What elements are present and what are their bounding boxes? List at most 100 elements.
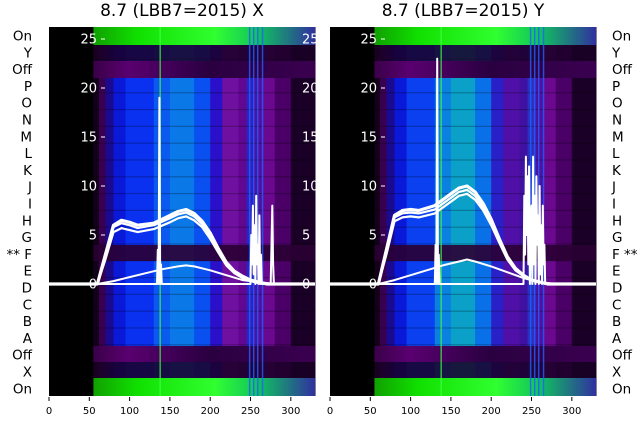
row-label: K [612, 163, 622, 179]
heatmap-column-15 [274, 27, 292, 396]
row-separator-6 [49, 142, 315, 144]
x-tick-label: 0 [46, 406, 52, 417]
y-tick-label: 15 [360, 131, 377, 146]
row-label: C [23, 297, 32, 313]
y-tick-label: 10 [80, 180, 97, 195]
heatmap-column-1 [93, 27, 100, 396]
row-separator-4 [49, 108, 315, 111]
f-row-band [49, 245, 315, 261]
on-band-top [93, 27, 315, 45]
row-separator-3 [49, 92, 315, 94]
row-separator-3 [330, 92, 596, 94]
row-label: Off [12, 348, 33, 364]
y-tick-label: 5 [89, 229, 97, 244]
y-tick-label-edge: 20 [302, 82, 319, 97]
row-label: P [24, 79, 32, 95]
row-separator-16 [49, 310, 315, 312]
heatmap-column-6 [434, 27, 452, 396]
row-separator-5 [49, 125, 315, 127]
x-tick-label: 200 [482, 406, 501, 417]
row-label: H [612, 213, 622, 229]
row-separator-5 [330, 125, 596, 127]
row-label: D [22, 281, 32, 297]
x-tick-label: 250 [241, 406, 260, 417]
heatmap-column-11 [238, 27, 247, 396]
row-label: L [24, 146, 32, 162]
row-separator-6 [330, 142, 596, 144]
x-tick-label: 50 [364, 406, 377, 417]
heatmap-column-15 [555, 27, 573, 396]
row-label: A [23, 331, 33, 347]
row-label: H [22, 213, 32, 229]
off-band-bottom [49, 346, 315, 362]
row-separator-7 [49, 159, 315, 161]
x-tick-label: 200 [201, 406, 220, 417]
row-separator-15 [49, 293, 315, 295]
row-label: Off [612, 348, 633, 364]
row-label: E [612, 264, 621, 280]
y-tick-label: 15 [80, 131, 97, 146]
y-tick-label-edge: 15 [302, 131, 319, 146]
row-separator-4 [330, 108, 596, 111]
y-tick-label-edge: 10 [302, 180, 319, 195]
y-row-band [330, 45, 596, 61]
x-tick-label: 50 [83, 406, 96, 417]
row-label: P [612, 79, 620, 95]
row-separator-12 [49, 243, 315, 245]
heatmap-column-3 [386, 27, 395, 396]
row-label: Y [611, 45, 621, 61]
on-band-top [374, 27, 596, 45]
heatmap-column-13 [254, 27, 264, 396]
row-separator-17 [330, 327, 596, 329]
y-tick-label: 20 [80, 82, 97, 97]
series-line-4 [330, 57, 596, 285]
row-label: Y [23, 45, 33, 61]
row-label: I [612, 197, 616, 213]
row-label: L [612, 146, 620, 162]
row-label: X [612, 365, 621, 381]
heatmap-column-12 [246, 27, 256, 396]
x-tick-label: 150 [441, 406, 460, 417]
heatmap-column-7 [450, 27, 476, 396]
y-tick-label-edge: 25 [302, 33, 319, 48]
row-label: On [13, 381, 32, 397]
row-label: O [21, 96, 32, 112]
off-band-top [330, 61, 596, 78]
row-label: A [612, 331, 622, 347]
heatmap-column-8 [194, 27, 211, 396]
on-band-bottom [374, 378, 596, 396]
row-label: X [23, 365, 32, 381]
row-label: On [13, 29, 32, 45]
row-separator-8 [49, 176, 315, 178]
heatmap-column-14 [262, 27, 276, 396]
row-label: On [612, 381, 631, 397]
heatmap-column-4 [113, 27, 127, 396]
row-label: N [612, 113, 622, 129]
dark-strip [330, 27, 375, 396]
heatmap-column-16 [571, 27, 597, 396]
vertical-streak-5 [261, 27, 264, 396]
row-label: G [22, 230, 32, 246]
row-separator-14 [330, 276, 596, 279]
x-row-band [330, 362, 596, 378]
row-label: B [612, 314, 621, 330]
row-label: O [612, 96, 623, 112]
row-separator-9 [330, 192, 596, 195]
series-line-4 [49, 96, 315, 285]
x-tick-label: 150 [160, 406, 179, 417]
heatmap-column-2 [98, 27, 106, 396]
row-label: B [23, 314, 32, 330]
off-band-bottom [330, 346, 596, 362]
on-band-bottom [93, 378, 315, 396]
heatmap-column-14 [543, 27, 557, 396]
x-tick-label: 100 [120, 406, 139, 417]
row-label: G [612, 230, 622, 246]
chart-title-x: 8.7 (LBB7=2015) X [100, 1, 264, 21]
y-tick-label: 5 [369, 229, 377, 244]
heatmap-column-10 [503, 27, 520, 396]
row-label: ** F [6, 247, 32, 263]
heatmap-column-5 [125, 27, 155, 396]
heatmap-column-1 [374, 27, 381, 396]
